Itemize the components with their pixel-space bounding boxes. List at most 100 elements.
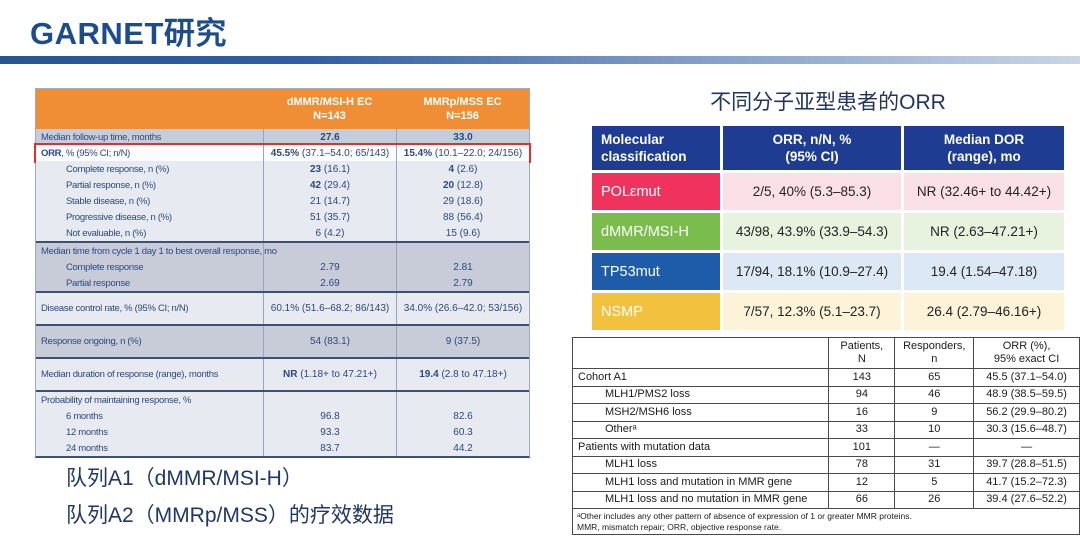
orr-ci: 39.7 (28.8–51.5) [973,455,1080,474]
table-row: Complete response 2.79 2.81 [36,259,529,275]
cohort-row: MLH1 loss and mutation in MMR gene 12 5 … [571,473,1080,492]
orr-ci: 30.3 (15.6–48.7) [973,420,1080,439]
row-label: Complete response [66,261,144,273]
row-label: Probability of maintaining response, % [41,394,192,406]
table-row: Median follow-up time, months 27.6 33.0 [36,129,529,145]
title-underline-bar [0,56,1080,64]
mmrp-value-cell: 15 (9.6) [396,225,529,241]
molecular-table-body: POLεmut 2/5, 40% (5.3–85.3) NR (32.46+ t… [592,173,1064,330]
orr-value: 2/5, 40% (5.3–85.3) [723,173,901,210]
dmmr-value-cell: 60.1% (51.6–68.2; 86/143) [263,293,396,324]
patients-n: 78 [828,455,896,474]
dmmr-value-cell: 27.6 [263,129,396,145]
row-label: Stable disease, n (%) [66,195,150,207]
responders-n: 46 [894,385,975,404]
molecular-orr-title: 不同分子亚型患者的ORR [710,91,946,114]
patients-n: 66 [828,490,896,509]
dmmr-value-cell: 96.8 [263,408,396,424]
row-label: Median time from cycle 1 day 1 to best o… [41,245,277,257]
cohort-row: Otherᵃ 33 10 30.3 (15.6–48.7) [571,420,1080,439]
column-title: MMRp/MSS EC [423,96,502,108]
orr-value: 7/57, 12.3% (5.1–23.7) [723,293,901,330]
table-row: Partial response 2.69 2.79 [36,275,529,291]
cohort-caption: 队列A1（dMMR/MSI-H） 队列A2（MMRp/MSS）的疗效数据 [66,460,394,534]
dor-value: 26.4 (2.79–46.16+) [904,293,1064,330]
mmrp-value-cell: 34.0% (26.6–42.0; 53/156) [396,293,529,324]
row-label: Response ongoing, n (%) [41,336,142,347]
cohort-row: MSH2/MSH6 loss 16 9 56.2 (29.9–80.2) [571,403,1080,422]
table-row: Stable disease, n (%) 21 (14.7) 29 (18.6… [36,193,529,209]
row-label: Disease control rate, % (95% CI; n/N) [41,303,189,314]
dor-value: NR (32.46+ to 44.42+) [904,173,1064,210]
responders-n: 5 [894,473,975,492]
header-dmmr-column: dMMR/MSI-H EC N=143 [263,89,396,129]
orr-ci: 56.2 (29.9–80.2) [973,403,1080,422]
dmmr-value-cell: 42 (29.4) [263,177,396,193]
table-row: ORR, % (95% CI; n/N) 45.5% (37.1–54.0; 6… [34,143,531,163]
patients-n: 12 [828,473,896,492]
page-title: GARNET研究 [30,16,227,51]
mmrp-value-cell: 33.0 [396,129,529,145]
responders-n: 31 [894,455,975,474]
subtype-label: dMMR/MSI-H [592,213,720,250]
dmmr-value-cell: 54 (83.1) [263,326,396,357]
mmrp-value-cell: 60.3 [396,424,529,440]
row-label: MLH1/PMS2 loss [571,385,830,404]
dmmr-value-cell: 93.3 [263,424,396,440]
efficacy-table-body: Median follow-up time, months 27.6 33.0 … [34,129,531,456]
caption-line-1: 队列A1（dMMR/MSI-H） [66,467,303,490]
cohort-table: Patients, N Responders, n ORR (%), 95% exac… [571,337,1080,535]
dmmr-value-cell [263,392,396,408]
patients-n: 33 [828,420,896,439]
patients-n: 143 [828,368,896,387]
molecular-row: TP53mut 17/94, 18.1% (10.9–27.4) 19.4 (1… [592,253,1064,290]
row-label: Partial response, n (%) [66,179,156,191]
mmrp-value-cell: 2.81 [396,259,529,275]
orr-value: 43/98, 43.9% (33.9–54.3) [723,213,901,250]
row-label: Median follow-up time, months [41,131,162,143]
caption-line-2: 队列A2（MMRp/MSS）的疗效数据 [66,504,394,527]
column-n: N=156 [446,110,479,122]
column-title: dMMR/MSI-H EC [286,96,373,108]
row-label: Cohort A1 [571,368,830,387]
mmrp-value-cell [396,392,529,408]
molecular-orr-table: Molecular classification ORR, n/N, % (95… [592,126,1064,330]
table-row: Response ongoing, n (%) 54 (83.1) 9 (37.… [36,324,529,357]
dmmr-value-cell: 23 (16.1) [263,161,396,177]
header-empty-cell [36,89,263,129]
row-label: 6 months [66,410,103,422]
mmrp-value-cell: 82.6 [396,408,529,424]
footnote: ᵃOther includes any other pattern of abs… [572,508,1080,535]
dmmr-value-cell: 21 (14.7) [263,193,396,209]
row-label: 24 months [66,442,108,454]
table-row: Progressive disease, n (%) 51 (35.7) 88 … [36,209,529,225]
table-row: Complete response, n (%) 23 (16.1) 4 (2.… [36,161,529,177]
dmmr-value-cell: 51 (35.7) [263,209,396,225]
dmmr-value-cell: 6 (4.2) [263,225,396,241]
dmmr-value-cell: 45.5% (37.1–54.0; 65/143) [263,145,396,161]
molecular-row: NSMP 7/57, 12.3% (5.1–23.7) 26.4 (2.79–4… [592,293,1064,330]
mmrp-value-cell: 19.4 (2.8 to 47.18+) [396,359,529,390]
orr-ci: 48.9 (38.5–59.5) [973,385,1080,404]
cohort-table-header: Patients, N Responders, n ORR (%), 95% exac… [571,337,1080,369]
row-label: Complete response, n (%) [66,163,170,175]
dmmr-value-cell: 83.7 [263,440,396,456]
responders-n: 65 [894,368,975,387]
cohort-row: Cohort A1 143 65 45.5 (37.1–54.0) [571,368,1080,387]
orr-ci: — [973,438,1080,457]
cohort-row: MLH1 loss and no mutation in MMR gene 66… [571,490,1080,509]
header-orr: ORR, n/N, % (95% CI) [723,126,901,170]
cohort-row: MLH1 loss 78 31 39.7 (28.8–51.5) [571,455,1080,474]
cohort-footnote-row: ᵃOther includes any other pattern of abs… [572,508,1080,535]
orr-ci: 45.5 (37.1–54.0) [973,368,1080,387]
cohort-row: MLH1/PMS2 loss 94 46 48.9 (38.5–59.5) [571,385,1080,404]
patients-n: 101 [828,438,896,457]
table-row: Median duration of response (range), mon… [36,357,529,390]
header-mmrp-column: MMRp/MSS EC N=156 [396,89,529,129]
subtype-label: TP53mut [592,253,720,290]
row-label: Partial response [66,277,130,289]
row-label: Patients with mutation data [571,438,830,457]
header-orr-ci: ORR (%), 95% exact CI [973,337,1080,369]
table-row: Probability of maintaining response, % [36,390,529,408]
